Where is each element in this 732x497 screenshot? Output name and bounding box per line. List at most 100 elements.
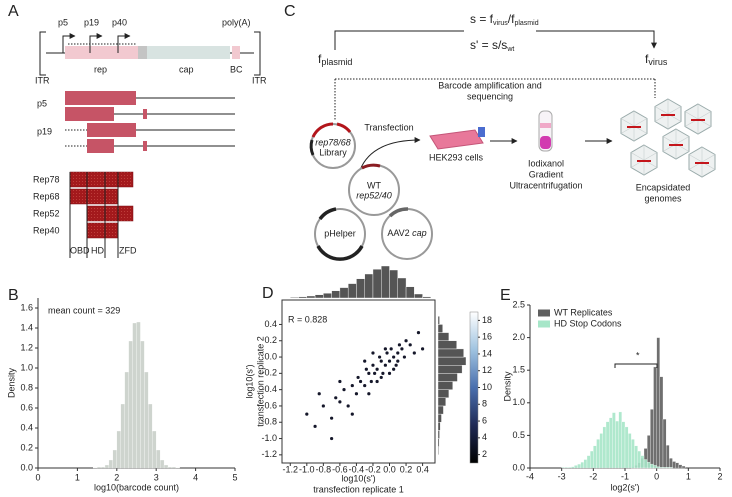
plot-frame xyxy=(281,299,436,464)
workflow-diagram: s = fvirus/fplasmid s' = s/swt fplasmid … xyxy=(309,12,715,261)
marginal-bar xyxy=(314,294,324,299)
histogram-bar xyxy=(586,455,591,469)
flask xyxy=(429,129,484,150)
histogram-bar xyxy=(612,412,616,469)
x-axis-label: log2(s') xyxy=(610,482,639,492)
y-tick-label: -1.0 xyxy=(261,433,277,443)
legend-label: WT Replicates xyxy=(554,307,613,317)
point xyxy=(375,367,379,371)
protein-label: Rep78 xyxy=(33,174,60,184)
point xyxy=(350,412,354,416)
histogram-bar xyxy=(136,321,141,469)
histogram-bar xyxy=(567,467,572,469)
itr-label: ITR xyxy=(252,75,267,85)
marginal-bar xyxy=(437,397,446,407)
x-tick-label: 3 xyxy=(154,472,159,482)
overlap-segment xyxy=(138,46,147,59)
histogram-bar xyxy=(590,450,594,469)
plasmid-label-part: AAV2 xyxy=(387,228,412,238)
annotation: R = 0.828 xyxy=(288,314,327,324)
histogram-bar xyxy=(602,426,607,469)
x-axis-label: log10(barcode count) xyxy=(94,482,179,492)
y-tick-label: 0.2 xyxy=(20,442,33,452)
point xyxy=(367,371,371,375)
step-label: Ultracentrifugation xyxy=(509,180,582,190)
histogram-bar xyxy=(108,459,114,469)
point xyxy=(363,359,367,363)
connector xyxy=(334,30,464,50)
plasmid-segment xyxy=(316,245,364,261)
point xyxy=(317,392,321,396)
point xyxy=(389,347,393,351)
point xyxy=(371,351,375,355)
y-tick-label: 0.0 xyxy=(264,351,277,361)
histogram-bar xyxy=(681,465,686,469)
step-label: Encapsidated xyxy=(636,182,691,192)
y-axis-label: Density xyxy=(6,367,16,398)
marginal-bar xyxy=(414,293,423,299)
point xyxy=(350,383,354,388)
segment-label: BC xyxy=(230,64,243,74)
histogram-bar xyxy=(643,459,648,469)
connector xyxy=(536,30,657,49)
step-label: Transfection xyxy=(364,122,413,132)
histogram-bar xyxy=(650,463,654,469)
itr-label: ITR xyxy=(35,75,50,85)
point xyxy=(367,392,371,396)
histogram-bar xyxy=(561,467,565,469)
x-tick-label: 1 xyxy=(686,471,691,481)
y-tick-label: -0.4 xyxy=(261,384,277,394)
formula-part: s = f xyxy=(470,12,494,26)
point xyxy=(392,367,396,371)
marginal-bar xyxy=(347,283,357,299)
histogram-bar xyxy=(618,411,622,469)
flask-cap xyxy=(478,127,485,137)
capsid xyxy=(689,147,715,177)
colorbar-tick-label: 2 xyxy=(482,449,487,459)
histogram-bar xyxy=(662,467,667,469)
point xyxy=(379,359,383,363)
formula-part: wt xyxy=(506,46,514,53)
marginal-bar xyxy=(437,332,450,341)
point xyxy=(392,355,396,359)
colorbar-tick-label: 10 xyxy=(482,382,492,392)
marginal-bar xyxy=(381,265,390,299)
transcript-exon xyxy=(143,141,147,151)
x-axis-label: transfection replicate 1 xyxy=(313,484,404,494)
y-tick-label: 1.2 xyxy=(20,342,33,352)
histogram-bar xyxy=(159,459,165,469)
marginal-bar xyxy=(437,438,440,447)
step-label: Barcode amplification and xyxy=(438,80,542,90)
panel-label: B xyxy=(8,287,19,304)
x-tick-label: 1 xyxy=(75,472,80,482)
point xyxy=(420,347,425,351)
promoter-arrow xyxy=(89,33,103,53)
y-axis-label: log10(s') xyxy=(244,364,254,398)
formula-part: s' = s/s xyxy=(470,38,507,52)
point xyxy=(354,392,359,396)
plasmid-label: WT xyxy=(367,180,381,190)
y-axis-label: transfection replicate 2 xyxy=(255,336,265,427)
formula-part: plasmid xyxy=(321,57,352,67)
x-tick-label: -2 xyxy=(589,471,597,481)
y-tick-label: 2.5 xyxy=(512,299,525,309)
histogram-bar xyxy=(669,467,673,469)
point xyxy=(321,404,325,408)
transcript-exon xyxy=(87,139,114,153)
transcript-exon xyxy=(87,123,136,137)
marginal-bar xyxy=(437,389,450,398)
formula-part: virus xyxy=(493,20,508,27)
promoter-label: p19 xyxy=(84,17,99,27)
histogram-bar xyxy=(609,417,613,469)
histogram-bar xyxy=(599,433,603,469)
histogram-bar xyxy=(116,430,121,469)
histogram-bar xyxy=(675,462,679,469)
point xyxy=(416,331,421,335)
x-tick-label: -0.2 xyxy=(365,464,381,474)
x-tick-label: -1 xyxy=(621,471,629,481)
histogram-bar xyxy=(672,461,676,469)
x-axis-label: log10(s') xyxy=(341,473,375,483)
